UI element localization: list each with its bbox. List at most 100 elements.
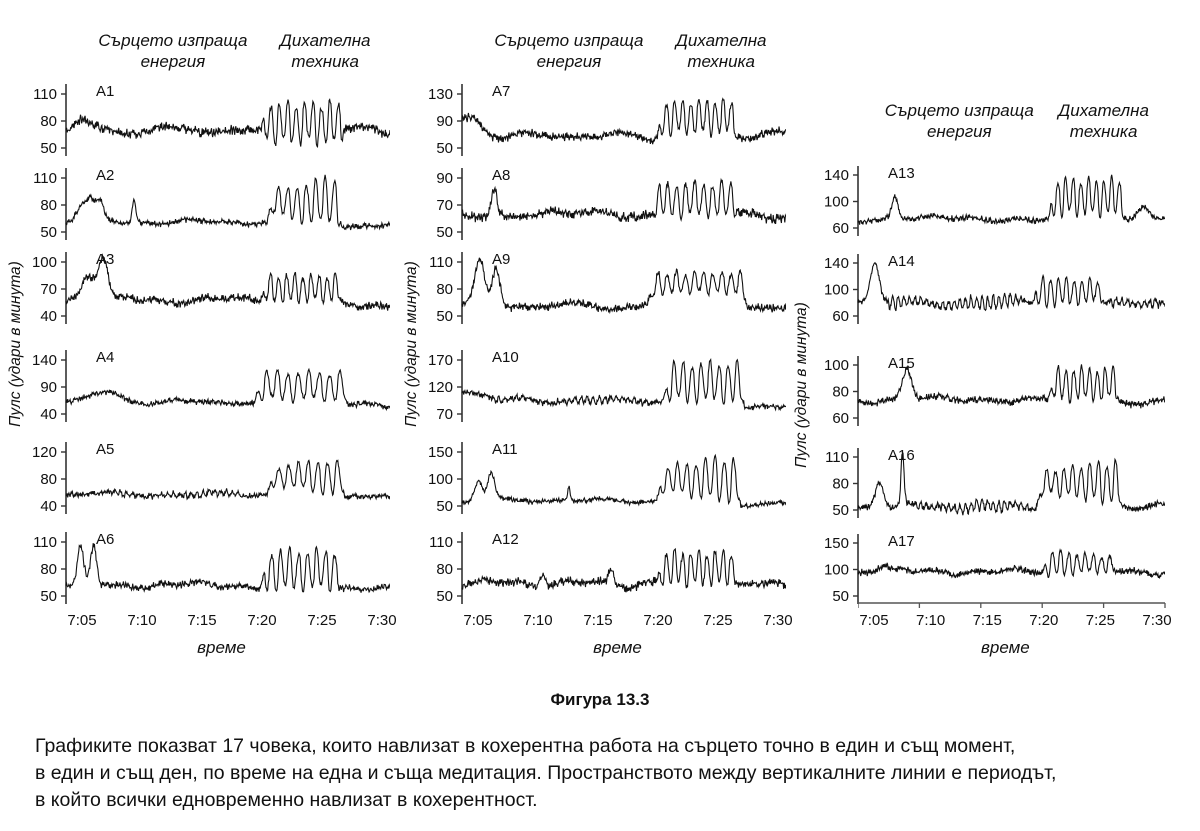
chart-svg-A9: 110 80 50 A9: [429, 251, 787, 325]
caption-line: в един и същ ден, по време на една и същ…: [35, 762, 1057, 784]
x-axis-label: време: [593, 638, 642, 657]
chart-svg-A2: 110 80 50 A2: [33, 167, 391, 241]
y-tick-label: 80: [832, 476, 849, 493]
y-tick-label: 80: [436, 561, 453, 578]
chart-A16: 110 80 50 A16: [814, 444, 1166, 522]
trace-A15: [857, 364, 1166, 409]
header-line: Дихателна: [1058, 101, 1149, 120]
chart-svg-A5: 120 80 40 A5: [32, 441, 391, 515]
y-tick-label: 50: [436, 588, 453, 605]
header-breathing-technique: Дихателна техника: [676, 30, 767, 72]
x-tick-label: 7:10: [127, 612, 157, 629]
y-tick-label: 50: [40, 224, 57, 241]
y-tick-label: 90: [40, 379, 57, 396]
x-tick-label: 7:30: [1142, 612, 1172, 629]
chart-A13: 140 100 60 A13: [814, 162, 1166, 240]
y-tick-label: 170: [428, 352, 453, 369]
y-tick-label: 150: [824, 535, 849, 552]
y-tick-label: 40: [40, 308, 57, 325]
trace-A7: [461, 97, 787, 145]
chart-svg-A10: 170 120 70 A10: [428, 349, 787, 423]
chart-A8: 90 70 50 A8: [418, 164, 787, 244]
chart-label-A7: A7: [492, 83, 510, 100]
y-tick-label: 110: [429, 534, 453, 551]
y-tick-label: 140: [824, 167, 849, 184]
trace-A1: [65, 98, 391, 148]
x-tick-label: 7:25: [1085, 612, 1115, 629]
chart-label-A12: A12: [492, 531, 519, 548]
y-tick-label: 50: [40, 588, 57, 605]
header-breathing-technique: Дихателна техника: [280, 30, 371, 72]
header-line: Дихателна: [279, 31, 371, 50]
chart-svg-A17: 150 100 50 A17: [824, 533, 1166, 605]
y-tick-label: 90: [436, 170, 453, 187]
y-tick-label: 140: [824, 255, 849, 272]
y-tick-label: 50: [436, 140, 453, 157]
chart-label-A4: A4: [96, 349, 114, 366]
trace-A10: [461, 357, 787, 412]
y-tick-label: 50: [40, 140, 57, 157]
header-heart-sends-energy: Сърцето изпраща енергия: [494, 30, 643, 72]
trace-A6: [65, 543, 391, 594]
y-tick-label: 70: [436, 197, 453, 214]
figure-caption-title: Фигура 13.3: [550, 690, 650, 709]
header-line: енергия: [140, 52, 206, 71]
chart-svg-A11: 150 100 50 A11: [428, 441, 787, 515]
trace-A5: [65, 459, 391, 501]
y-tick-label: 100: [32, 254, 57, 271]
trace-A11: [461, 453, 787, 510]
header-line: техника: [1069, 122, 1138, 141]
x-axis: [858, 602, 1166, 608]
chart-A14: 140 100 60 A14: [814, 250, 1166, 328]
y-tick-label: 50: [832, 588, 849, 605]
chart-label-A6: A6: [96, 531, 114, 548]
chart-A7: 130 90 50 A7: [418, 80, 787, 160]
chart-svg-A4: 140 90 40 A4: [32, 349, 391, 423]
chart-A11: 150 100 50 A11: [418, 438, 787, 518]
y-tick-label: 40: [40, 498, 57, 515]
x-tick-label: 7:20: [643, 612, 673, 629]
chart-label-A9: A9: [492, 251, 510, 268]
trace-A12: [461, 547, 787, 593]
chart-A10: 170 120 70 A10: [418, 346, 787, 426]
y-tick-label: 50: [832, 502, 849, 519]
header-line: техника: [687, 52, 756, 71]
chart-A6: 110 80 50 A6: [22, 528, 391, 608]
x-tick-label: 7:05: [859, 612, 889, 629]
chart-A5: 120 80 40 A5: [22, 438, 391, 518]
trace-A16: [857, 452, 1166, 516]
header-line: енергия: [536, 52, 602, 71]
y-tick-label: 80: [40, 471, 57, 488]
trace-A14: [857, 261, 1166, 312]
y-tick-label: 40: [40, 406, 57, 423]
chart-label-A17: A17: [888, 533, 915, 550]
y-tick-label: 110: [33, 86, 57, 103]
y-tick-label: 80: [436, 281, 453, 298]
chart-label-A2: A2: [96, 167, 114, 184]
y-tick-label: 150: [428, 444, 453, 461]
header-line: Дихателна: [675, 31, 767, 50]
trace-A8: [461, 177, 787, 225]
y-tick-label: 100: [824, 282, 849, 299]
caption-line: в който всички едновременно навлизат в к…: [35, 789, 538, 811]
y-tick-label: 60: [832, 410, 849, 427]
y-tick-label: 90: [436, 113, 453, 130]
y-tick-label: 50: [436, 498, 453, 515]
x-tick-label: 7:30: [763, 612, 793, 629]
chart-label-A11: A11: [492, 441, 518, 458]
x-tick-label: 7:15: [187, 612, 217, 629]
header-line: Сърцето изпраща: [884, 101, 1034, 120]
y-tick-label: 60: [832, 220, 849, 237]
header-line: Сърцето изпраща: [494, 31, 644, 50]
header-heart-sends-energy: Сърцето изпраща енергия: [885, 100, 1034, 142]
y-tick-label: 80: [40, 113, 57, 130]
y-tick-label: 100: [428, 471, 453, 488]
x-tick-label: 7:05: [67, 612, 97, 629]
x-tick-label: 7:20: [1029, 612, 1059, 629]
x-tick-label: 7:15: [972, 612, 1002, 629]
x-tick-label: 7:30: [367, 612, 397, 629]
y-tick-label: 120: [428, 379, 453, 396]
header-breathing-technique: Дихателна техника: [1058, 100, 1149, 142]
